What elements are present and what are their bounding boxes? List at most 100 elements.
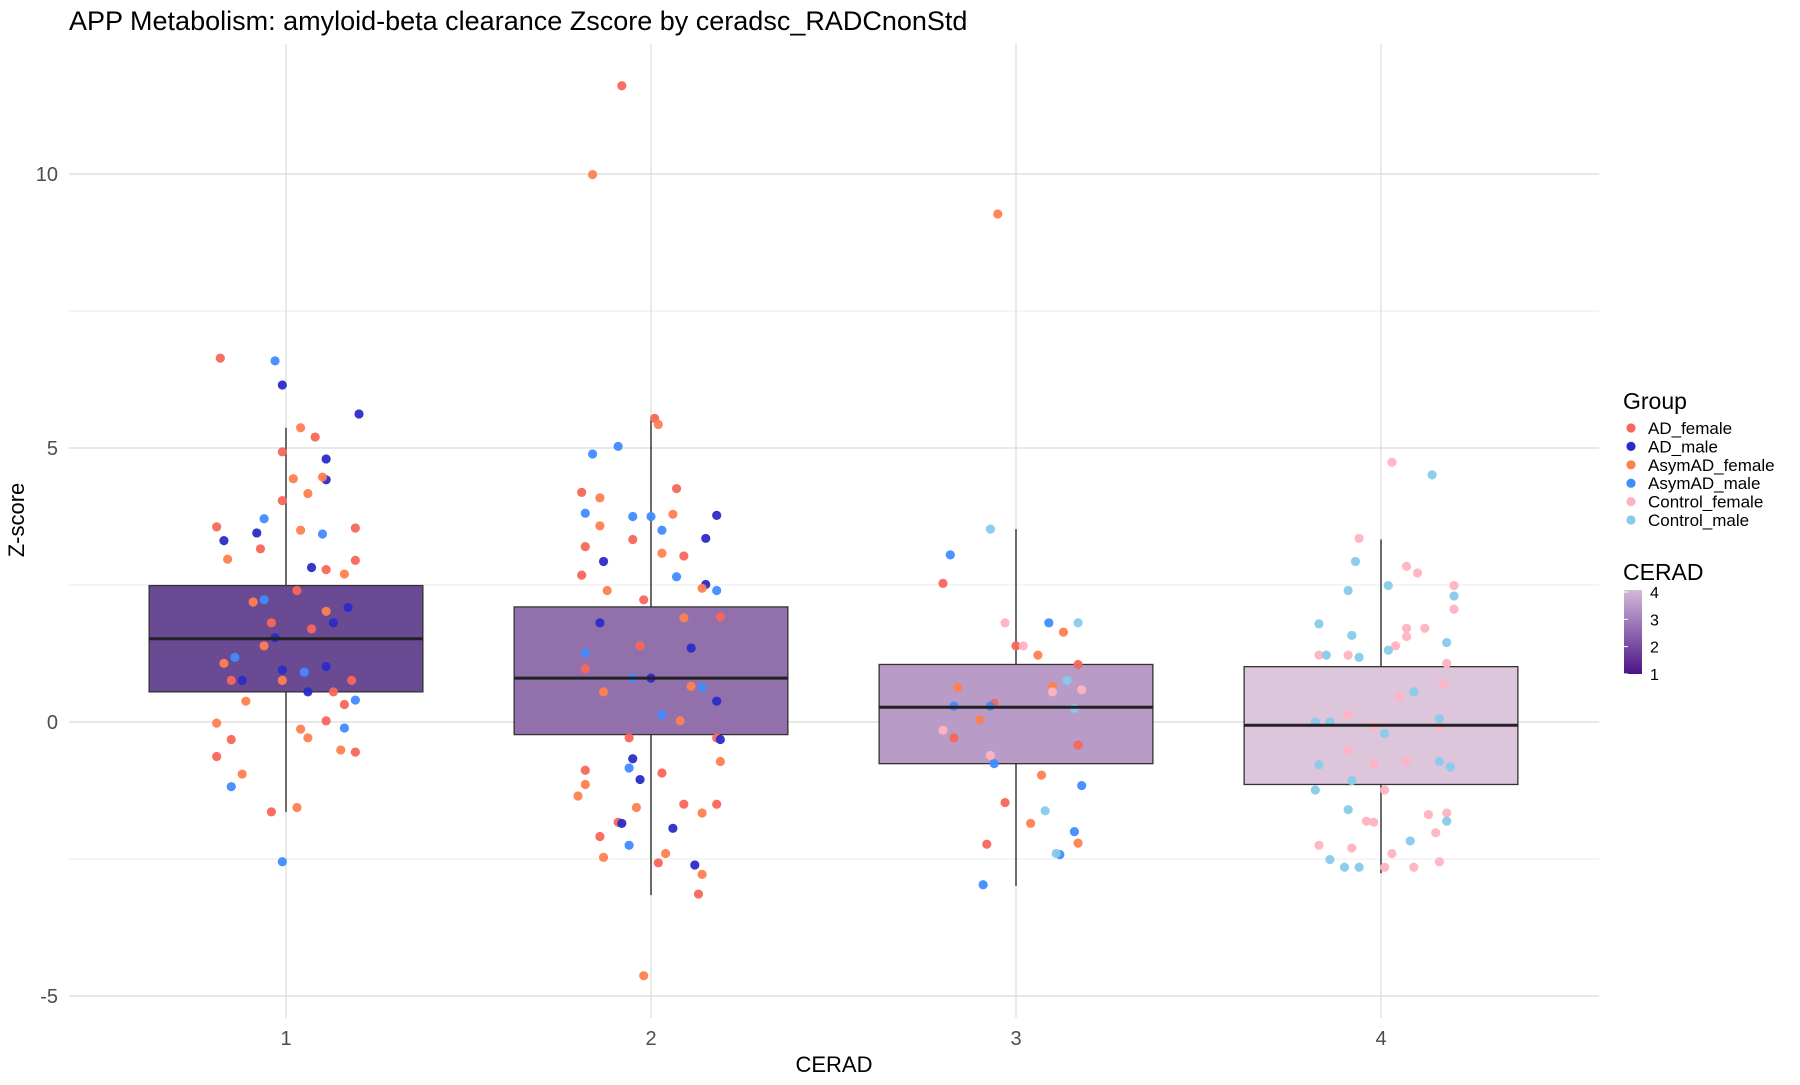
- point-Control_female: [1442, 658, 1452, 668]
- point-AsymAD_male: [624, 840, 634, 850]
- point-Control_female: [1077, 685, 1087, 695]
- point-Control_female: [1314, 840, 1324, 850]
- point-Control_male: [1442, 816, 1452, 826]
- point-AsymAD_female: [321, 606, 331, 616]
- point-AsymAD_female: [668, 509, 678, 519]
- point-AD_male: [617, 818, 627, 828]
- point-Control_male: [1427, 470, 1437, 480]
- point-Control_female: [1314, 650, 1324, 660]
- legend-dot-Control_female: [1626, 497, 1636, 507]
- group-legend: Group AD_femaleAD_maleAsymAD_femaleAsymA…: [1623, 388, 1775, 530]
- point-AsymAD_female: [223, 554, 233, 564]
- point-Control_male: [1434, 714, 1444, 724]
- point-AsymAD_female: [237, 769, 247, 779]
- point-Control_male: [1350, 556, 1361, 567]
- point-Control_female: [985, 750, 996, 761]
- point-Control_female: [1361, 816, 1371, 826]
- point-AsymAD_female: [661, 848, 671, 859]
- point-AsymAD_female: [595, 521, 605, 531]
- point-Control_female: [938, 725, 948, 735]
- point-AD_female: [715, 612, 725, 622]
- point-AsymAD_female: [598, 852, 609, 862]
- point-AsymAD_male: [270, 356, 280, 366]
- point-Control_male: [1354, 862, 1364, 872]
- point-AsymAD_female: [639, 971, 649, 981]
- point-Control_female: [1420, 623, 1430, 633]
- point-Control_male: [1321, 650, 1331, 660]
- cerad-legend-title: CERAD: [1623, 559, 1704, 585]
- point-AD_male: [686, 643, 696, 653]
- point-Control_female: [1431, 828, 1441, 838]
- point-Control_female: [1047, 687, 1058, 697]
- x-tick-label: 2: [645, 1028, 656, 1050]
- point-AsymAD_male: [299, 667, 309, 677]
- point-AsymAD_male: [712, 585, 722, 596]
- point-Control_female: [1423, 810, 1434, 820]
- point-AsymAD_female: [317, 472, 328, 482]
- point-AsymAD_female: [296, 525, 306, 535]
- point-AD_male: [277, 380, 287, 390]
- point-AD_female: [321, 565, 331, 575]
- point-AD_male: [252, 528, 262, 538]
- chart-title: APP Metabolism: amyloid-beta clearance Z…: [69, 6, 967, 36]
- point-AD_male: [635, 774, 645, 785]
- point-AD_female: [277, 496, 287, 506]
- point-Control_male: [1347, 776, 1357, 786]
- point-Control_male: [1354, 652, 1364, 662]
- point-AsymAD_male: [657, 710, 667, 720]
- point-Control_male: [1442, 637, 1452, 648]
- legend-dot-AsymAD_female: [1626, 460, 1636, 470]
- point-AD_male: [321, 662, 331, 672]
- point-AD_male: [219, 536, 229, 546]
- point-Control_male: [1339, 862, 1350, 872]
- point-AsymAD_female: [953, 682, 963, 693]
- point-Control_male: [1073, 618, 1083, 628]
- point-AsymAD_male: [277, 857, 287, 867]
- point-AD_female: [617, 81, 627, 91]
- legend-label-Control_female: Control_female: [1648, 493, 1763, 512]
- point-AsymAD_female: [697, 869, 707, 879]
- point-Control_male: [985, 524, 996, 534]
- point-AD_female: [266, 807, 276, 817]
- point-AsymAD_male: [259, 595, 269, 605]
- point-AD_male: [321, 454, 331, 464]
- point-AsymAD_female: [1073, 838, 1083, 848]
- point-AD_female: [1073, 740, 1083, 750]
- point-AsymAD_male: [646, 511, 656, 522]
- box-3: [878, 663, 1154, 765]
- point-AsymAD_male: [339, 723, 349, 733]
- point-Control_female: [1369, 817, 1379, 827]
- point-AD_female: [212, 522, 222, 532]
- point-AsymAD_female: [686, 681, 696, 691]
- point-AD_female: [580, 542, 590, 552]
- point-AsymAD_female: [974, 715, 985, 725]
- point-AD_female: [226, 734, 236, 745]
- point-Control_male: [1314, 619, 1324, 629]
- point-AD_female: [347, 675, 357, 685]
- point-AsymAD_male: [1069, 827, 1079, 837]
- point-AD_female: [215, 353, 225, 363]
- point-AsymAD_female: [212, 718, 222, 728]
- points: [212, 81, 1459, 981]
- point-Control_male: [1434, 756, 1444, 767]
- point-AsymAD_male: [697, 682, 707, 693]
- point-AsymAD_female: [277, 675, 287, 685]
- x-tick-label: 1: [280, 1028, 291, 1050]
- legend-dot-Control_male: [1626, 515, 1636, 525]
- point-AsymAD_male: [1077, 780, 1087, 791]
- point-AsymAD_female: [303, 733, 313, 743]
- point-Control_male: [1310, 785, 1320, 795]
- point-AD_female: [639, 595, 649, 605]
- legend-label-AD_female: AD_female: [1648, 419, 1732, 438]
- point-AD_male: [712, 510, 722, 521]
- point-AD_male: [303, 687, 313, 697]
- point-AD_male: [712, 696, 722, 706]
- point-Control_male: [1409, 687, 1419, 697]
- point-AsymAD_female: [292, 802, 302, 813]
- point-AD_female: [577, 487, 587, 497]
- point-AsymAD_female: [248, 597, 258, 607]
- point-AD_female: [628, 534, 638, 545]
- point-Control_female: [1369, 759, 1379, 769]
- point-Control_male: [1343, 805, 1353, 815]
